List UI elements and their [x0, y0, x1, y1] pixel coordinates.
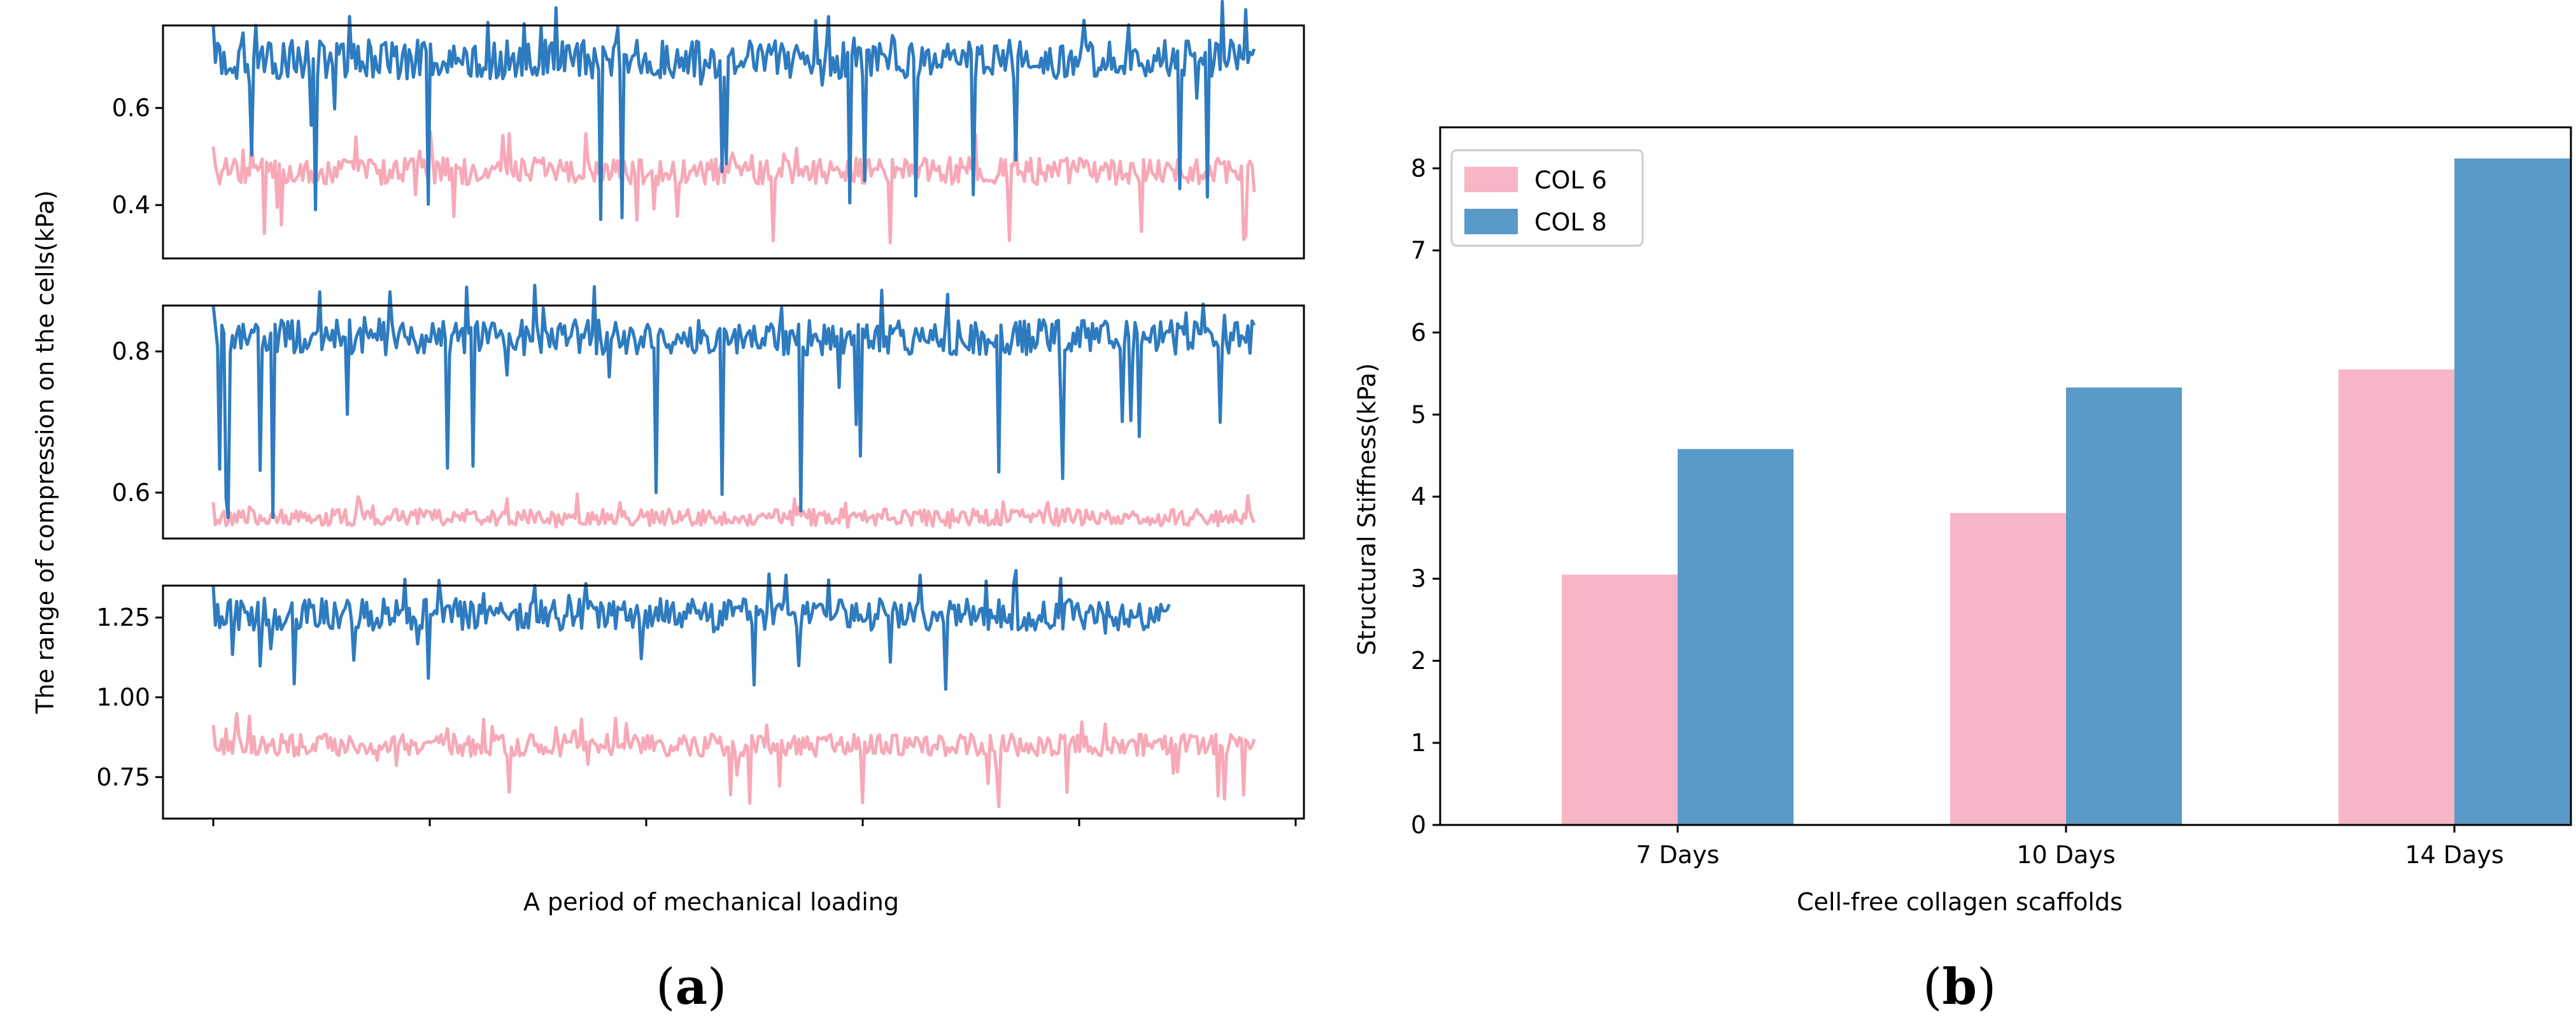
y-axis-label: The range of compression on the cells(kP… [31, 190, 59, 714]
legend: COL 6 COL 8 [1450, 149, 1644, 247]
x-tick-label: 10 Days [2016, 841, 2115, 869]
panel-label-a-letter: a [675, 958, 707, 1016]
subplot-3: 0.75 1.00 1.25 [96, 568, 1305, 820]
bar-col-6-7-days [1562, 574, 1678, 825]
legend-swatch [1464, 209, 1518, 234]
series-line-pink [211, 130, 1256, 245]
plot-frame [162, 24, 1305, 260]
panel-label-b-letter: b [1942, 958, 1977, 1016]
series-line-pink [211, 712, 1256, 808]
y-tick-label: 2 [1411, 647, 1426, 675]
y-tick-label: 1 [1411, 729, 1426, 757]
panel-label-b: (b) [1923, 958, 1996, 1016]
legend-label: COL 6 [1534, 166, 1607, 194]
legend-swatch [1464, 167, 1518, 192]
x-tick-label: 7 Days [1636, 841, 1719, 869]
bar-col-6-10-days [1950, 513, 2066, 825]
legend-label: COL 8 [1534, 208, 1607, 236]
bar-col-8-14-days [2454, 158, 2570, 825]
y-tick-label: 6 [1411, 318, 1426, 346]
y-tick-label: 0.6 [112, 479, 150, 507]
plot-frame [162, 584, 1305, 820]
series-line-blue [211, 283, 1256, 519]
bar-col-8-10-days [2066, 387, 2182, 825]
y-tick-label: 0.4 [112, 191, 150, 219]
y-tick-label: 0.8 [112, 337, 150, 365]
plot-frame [1439, 126, 2572, 826]
y-tick-label: 3 [1411, 565, 1426, 593]
y-tick-label: 1.25 [96, 603, 150, 631]
bar-col-6-14-days [2339, 369, 2454, 825]
series-line-pink [211, 492, 1256, 530]
y-tick-label: 0 [1411, 811, 1426, 839]
bar-col-8-7-days [1678, 449, 1794, 825]
y-tick-label: 5 [1411, 400, 1426, 428]
panel-label-a-close: ) [707, 959, 727, 1016]
x-axis-label: Cell-free collagen scaffolds [1797, 888, 2123, 916]
y-axis-label: Structural Stiffness(kPa) [1353, 363, 1381, 655]
x-tick-label: 14 Days [2405, 841, 2503, 869]
panel-b-bar-chart: Structural Stiffness(kPa) Cell-free coll… [1353, 126, 2572, 916]
panel-a-line-charts: The range of compression on the cells(kP… [31, 0, 1305, 916]
plot-frame [162, 304, 1305, 540]
y-tick-label: 7 [1411, 236, 1426, 264]
series-line-blue [211, 0, 1256, 222]
panel-label-a-open: ( [656, 959, 676, 1016]
subplot-2: 0.6 0.8 [112, 283, 1305, 540]
y-tick-label: 0.6 [112, 94, 150, 122]
y-tick-label: 1.00 [96, 683, 150, 711]
x-axis-label: A period of mechanical loading [523, 888, 899, 916]
y-tick-label: 8 [1411, 154, 1426, 182]
series-line-blue [211, 568, 1171, 691]
panel-label-b-close: ) [1976, 959, 1997, 1016]
subplot-1: 0.4 0.6 [112, 0, 1305, 260]
panel-label-b-open: ( [1923, 959, 1943, 1016]
panel-label-a: (a) [656, 958, 726, 1016]
y-tick-label: 0.75 [96, 763, 150, 791]
y-tick-label: 4 [1411, 482, 1426, 510]
